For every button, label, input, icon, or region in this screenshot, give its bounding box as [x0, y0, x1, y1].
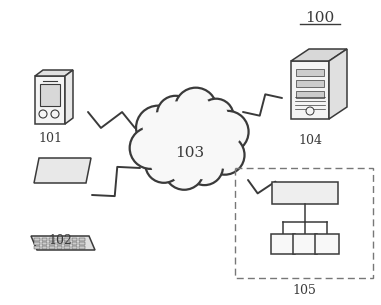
Circle shape — [165, 150, 204, 190]
Circle shape — [175, 88, 217, 129]
Circle shape — [136, 133, 165, 163]
Circle shape — [163, 101, 189, 127]
Circle shape — [186, 148, 223, 185]
Bar — [34, 246, 40, 249]
Circle shape — [205, 135, 245, 175]
Bar — [293, 234, 317, 254]
Polygon shape — [34, 158, 91, 183]
Polygon shape — [35, 70, 73, 76]
Bar — [42, 238, 47, 241]
Bar — [64, 242, 69, 245]
Bar — [296, 91, 324, 98]
Circle shape — [204, 104, 228, 128]
Bar — [72, 242, 77, 245]
Bar — [272, 182, 338, 204]
Bar — [296, 69, 324, 76]
Circle shape — [142, 112, 173, 143]
Bar — [34, 238, 40, 241]
Bar — [72, 238, 77, 241]
Bar — [64, 238, 69, 241]
Bar — [271, 234, 295, 254]
Bar — [79, 238, 85, 241]
Bar — [235, 168, 373, 278]
Bar — [56, 238, 62, 241]
Circle shape — [51, 110, 59, 118]
Bar — [34, 242, 40, 245]
Polygon shape — [31, 236, 95, 250]
Bar — [49, 246, 54, 249]
Bar — [42, 246, 47, 249]
Circle shape — [145, 146, 182, 183]
Text: 105: 105 — [292, 284, 316, 296]
Polygon shape — [65, 70, 73, 124]
Polygon shape — [291, 61, 329, 119]
Text: 101: 101 — [38, 131, 62, 145]
Polygon shape — [291, 49, 347, 61]
Circle shape — [160, 118, 220, 178]
Circle shape — [213, 117, 242, 146]
Bar — [64, 246, 69, 249]
Bar — [56, 246, 62, 249]
Text: 104: 104 — [298, 134, 322, 146]
Circle shape — [170, 156, 198, 184]
Circle shape — [211, 141, 239, 169]
Bar — [56, 242, 62, 245]
Circle shape — [306, 107, 314, 115]
Bar — [296, 80, 324, 87]
Circle shape — [130, 127, 171, 169]
Bar — [49, 238, 54, 241]
Circle shape — [151, 151, 177, 177]
Polygon shape — [329, 49, 347, 119]
Text: 100: 100 — [306, 11, 335, 25]
Circle shape — [207, 111, 248, 152]
Circle shape — [181, 94, 210, 123]
Circle shape — [136, 106, 180, 150]
Bar — [72, 246, 77, 249]
Circle shape — [199, 99, 234, 134]
Circle shape — [192, 154, 218, 180]
Bar — [315, 234, 339, 254]
Bar — [42, 242, 47, 245]
Bar — [79, 242, 85, 245]
Text: 102: 102 — [48, 234, 72, 246]
Circle shape — [157, 96, 194, 133]
Bar — [40, 84, 60, 106]
Circle shape — [39, 110, 47, 118]
Bar — [79, 246, 85, 249]
Text: 103: 103 — [175, 146, 205, 160]
Polygon shape — [35, 76, 65, 124]
Circle shape — [158, 116, 222, 180]
Bar — [49, 242, 54, 245]
